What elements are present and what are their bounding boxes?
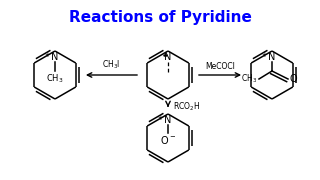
Text: O: O bbox=[290, 74, 298, 84]
Text: MeCOCl: MeCOCl bbox=[205, 62, 235, 71]
Text: +: + bbox=[44, 52, 50, 58]
Text: +: + bbox=[261, 52, 267, 58]
Text: +: + bbox=[157, 115, 163, 121]
Text: CH$_3$: CH$_3$ bbox=[46, 72, 64, 84]
Text: N: N bbox=[164, 115, 172, 125]
Text: RCO$_2$H: RCO$_2$H bbox=[173, 100, 200, 113]
Text: CH$_3$I: CH$_3$I bbox=[102, 58, 121, 71]
Text: CH$_3$: CH$_3$ bbox=[241, 73, 257, 85]
Text: N: N bbox=[268, 52, 276, 62]
Text: N: N bbox=[164, 52, 172, 62]
Text: O$^-$: O$^-$ bbox=[160, 134, 176, 146]
Text: Reactions of Pyridine: Reactions of Pyridine bbox=[68, 10, 252, 25]
Text: N: N bbox=[51, 52, 59, 62]
